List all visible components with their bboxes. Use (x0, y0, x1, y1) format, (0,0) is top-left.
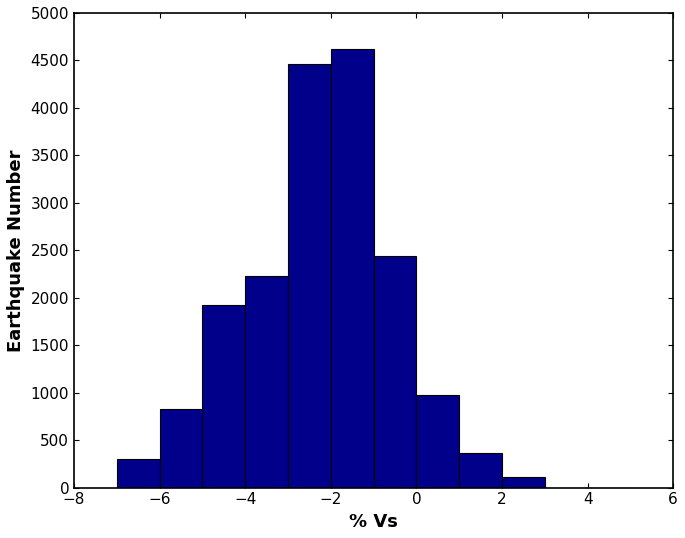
Bar (331, 49, 373, 487)
Bar (245, 276, 288, 487)
Bar (502, 477, 545, 487)
Bar (416, 394, 459, 487)
Bar (202, 306, 245, 487)
Bar (116, 459, 160, 487)
Y-axis label: Earthquake Number: Earthquake Number (7, 149, 25, 351)
Bar (373, 256, 416, 487)
Bar (288, 64, 331, 487)
Bar (459, 454, 502, 487)
Bar (160, 409, 202, 487)
X-axis label: % Vs: % Vs (349, 513, 398, 531)
